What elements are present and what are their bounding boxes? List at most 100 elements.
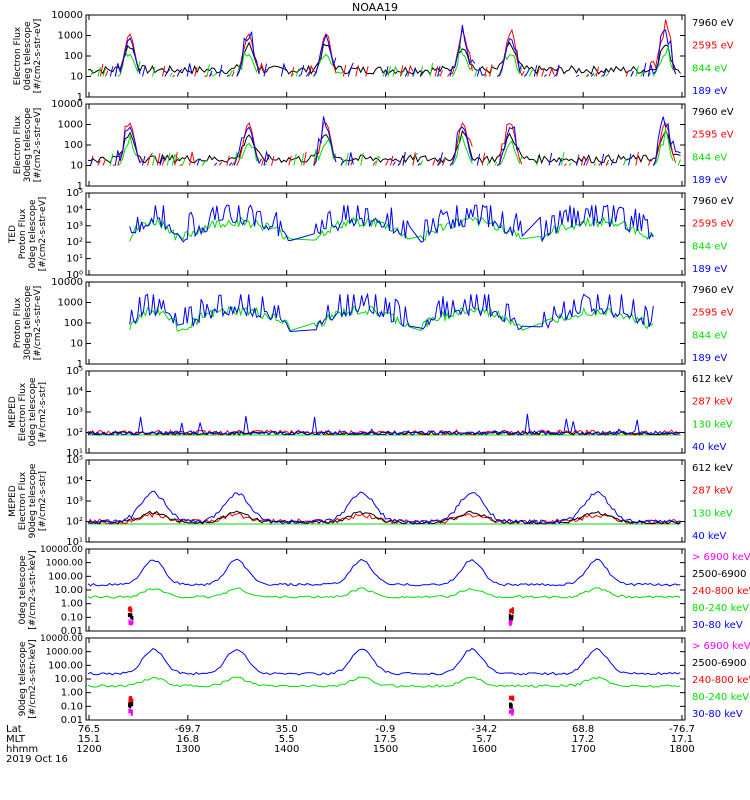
legend-entry: 2595 eV	[692, 308, 734, 319]
series-black-mark	[508, 616, 511, 621]
series-red-line	[87, 511, 681, 525]
y-axis-label: [#/cm2-s-str]	[38, 471, 48, 531]
y-tick-label: 10⁰	[66, 270, 83, 281]
panel-2: 1 10 100 1000 10000 Electron Flux 30deg telesc…	[13, 99, 734, 192]
y-tick-label: 10	[70, 161, 83, 172]
series-magenta-mark	[129, 621, 132, 626]
panel-frame	[85, 370, 686, 454]
y-axis-label: 30deg telescope	[23, 285, 33, 360]
y-axis-label: TED	[8, 225, 18, 244]
y-axis-label: Electron Flux	[18, 382, 28, 441]
y-tick-label: 10⁴	[66, 476, 83, 487]
series-red-mark	[130, 608, 133, 613]
legend-entry: 240-800 keV	[692, 586, 750, 597]
legend-entry: 7960 eV	[692, 107, 734, 118]
series-black-mark	[128, 703, 131, 708]
series-red-mark	[129, 606, 132, 611]
series-black-mark	[128, 613, 131, 617]
y-axis-label: 30deg telescope	[23, 107, 33, 182]
legend-entry: 189 eV	[692, 86, 727, 97]
series-blue-line	[87, 558, 681, 587]
x-hhmm-label: 1600	[472, 744, 497, 755]
series-black-mark	[130, 615, 133, 619]
x-lat-label: -76.7	[669, 724, 695, 735]
x-mlt-label: 17.5	[374, 734, 396, 745]
legend-entry: 7960 eV	[692, 196, 734, 207]
x-hhmm-label: 1500	[373, 744, 398, 755]
x-mlt-label: 5.7	[476, 734, 492, 745]
series-magenta-mark	[130, 711, 133, 716]
x-mlt-label: 5.5	[279, 734, 295, 745]
series-green-line	[109, 128, 681, 166]
x-lat-label: 35.0	[276, 724, 298, 735]
series-red-mark	[511, 610, 514, 614]
legend-entry: 40 keV	[692, 531, 726, 542]
y-tick-label: 10000.00	[40, 634, 83, 644]
panel-frame	[85, 548, 686, 632]
legend-entry: > 6900 keV	[692, 552, 750, 563]
y-axis-label: 90deg telescope	[28, 463, 38, 538]
series-black-mark	[508, 702, 511, 707]
y-tick-label: 10000.00	[40, 545, 83, 555]
y-tick-label: 100	[64, 140, 83, 151]
y-tick-label: 1	[77, 92, 83, 103]
y-tick-label: 10⁵	[66, 188, 83, 199]
y-tick-label: 10000	[51, 277, 83, 288]
y-tick-label: 1000.00	[46, 559, 83, 569]
y-tick-label: 10⁵	[66, 366, 83, 377]
legend-entry: 189 eV	[692, 175, 727, 186]
y-tick-label: 10²	[66, 517, 83, 528]
y-tick-label: 10.00	[54, 585, 83, 596]
panel-7: 0.01 0.10 1.00 10.00 100.00 1000.00 10000.00 0d…	[18, 545, 750, 637]
y-tick-label: 10¹	[66, 448, 83, 459]
y-axis-label: [#/cm2-s-str-eV]	[33, 286, 43, 361]
series-magenta-mark	[128, 620, 131, 625]
series-red-mark	[512, 696, 515, 701]
x-hhmm-label: 1300	[175, 744, 200, 755]
y-axis-label: 0deg telescope	[23, 21, 33, 91]
panel-frame	[85, 637, 686, 721]
x-row-label: MLT	[6, 734, 26, 745]
series-black-mark	[508, 613, 511, 618]
x-mlt-label: 15.1	[78, 734, 100, 745]
legend-entry: 844 eV	[692, 63, 727, 74]
series-blue-line	[90, 116, 681, 166]
legend-entry: 189 eV	[692, 264, 727, 275]
y-tick-label: 10²	[66, 428, 83, 439]
panel-8: 0.01 0.10 1.00 10.00 100.00 1000.00 10000.00 90…	[18, 634, 750, 726]
series-red-mark	[130, 696, 132, 700]
y-tick-label: 1.00	[61, 599, 83, 610]
x-hhmm-label: 1200	[76, 744, 101, 755]
series-magenta-mark	[508, 709, 511, 714]
legend-entry: 7960 eV	[692, 285, 734, 296]
y-tick-label: 10²	[66, 237, 83, 248]
x-lat-label: -34.2	[471, 724, 497, 735]
legend-entry: 130 keV	[692, 419, 733, 430]
legend-entry: 844 eV	[692, 241, 727, 252]
y-tick-label: 0.10	[61, 701, 83, 712]
panel-6: 10¹ 10² 10³ 10⁴ 10⁵ MEPED Electron Flux 90deg t…	[8, 455, 733, 548]
y-tick-label: 10	[70, 339, 83, 350]
legend-entry: 189 eV	[692, 353, 727, 364]
x-mlt-label: 16.8	[177, 734, 199, 745]
legend-entry: 612 keV	[692, 374, 733, 385]
x-lat-label: -0.9	[376, 724, 396, 735]
series-magenta-mark	[510, 709, 513, 714]
legend-entry: 844 eV	[692, 152, 727, 163]
legend-entry: 7960 eV	[692, 18, 734, 29]
x-lat-label: 76.5	[78, 724, 100, 735]
x-lat-label: -69.7	[175, 724, 201, 735]
x-row-label: Lat	[6, 724, 22, 735]
legend-entry: > 6900 keV	[692, 641, 750, 652]
x-row-label: hhmm	[6, 744, 38, 755]
series-black-mark	[510, 705, 513, 709]
legend-entry: 2500-6900	[692, 569, 747, 580]
legend-entry: 612 keV	[692, 463, 733, 474]
series-blue-line	[129, 292, 654, 333]
legend-entry: 844 eV	[692, 330, 727, 341]
legend-entry: 2595 eV	[692, 41, 734, 52]
legend-entry: 2595 eV	[692, 219, 734, 230]
series-green-line	[87, 587, 681, 599]
series-red-mark	[509, 609, 512, 614]
